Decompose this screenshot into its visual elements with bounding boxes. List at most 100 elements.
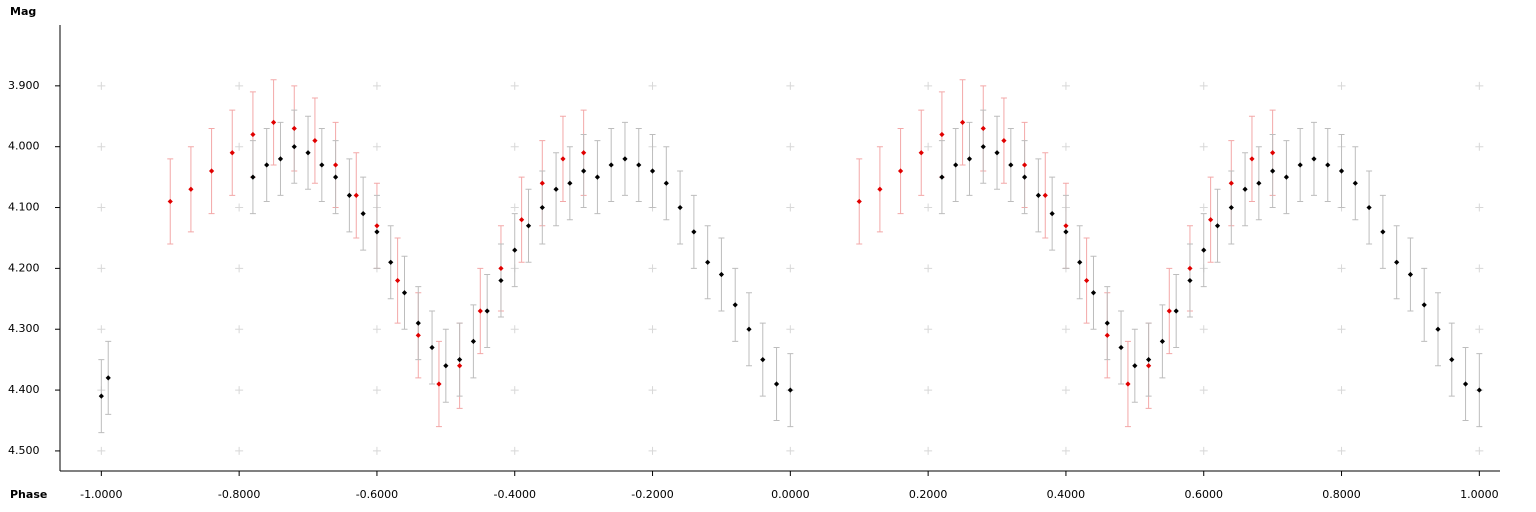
data-point [581,168,587,174]
grid-marker [372,386,381,395]
data-point [553,186,559,192]
data-point [567,180,573,186]
data-point [1249,156,1255,162]
y-tick-label: 4.500 [8,444,40,457]
data-point [395,277,401,284]
data-point [581,150,587,156]
data-point [443,363,449,369]
data-point [525,223,532,229]
data-point [608,162,614,168]
data-point [1421,302,1427,308]
y-tick-label: 4.000 [8,140,40,153]
data-point [1063,229,1069,235]
data-point [980,125,986,132]
grid-marker [1475,446,1484,455]
grid-marker [1061,386,1070,395]
data-point [429,344,435,351]
data-point [1449,357,1455,363]
data-point [415,332,421,338]
x-tick-label: 0.8000 [1322,488,1361,501]
y-tick-label: 4.300 [8,322,40,335]
data-point [208,168,215,174]
data-point [1118,344,1124,351]
y-tick-label: 3.900 [8,79,40,92]
data-point [1214,223,1221,229]
data-point [959,119,966,125]
data-point [388,259,394,265]
data-point [1283,174,1290,180]
grid-marker [510,325,519,334]
data-point [277,156,284,162]
grid-marker [1337,81,1346,90]
grid-marker [1475,264,1484,273]
grid-marker [786,203,795,212]
data-point [1063,223,1069,229]
grid-marker [372,325,381,334]
data-point [360,211,366,217]
grid-marker [510,386,519,395]
data-point [705,259,711,265]
x-tick-label: -0.2000 [631,488,673,501]
x-tick-label: 1.0000 [1460,488,1499,501]
grid-marker [372,81,381,90]
data-point [229,150,235,156]
grid-marker [235,446,244,455]
data-point [1366,204,1372,211]
grid-marker [924,142,933,151]
data-point [470,338,476,344]
data-point [1338,168,1345,174]
data-point [677,204,683,211]
data-point [1325,162,1331,168]
data-point [250,131,256,138]
data-point [1008,162,1014,168]
data-point [457,357,463,363]
data-point [691,229,697,235]
grid-marker [97,446,106,455]
x-tick-label: 0.4000 [1047,488,1086,501]
data-point [773,381,780,387]
grid-marker [1199,386,1208,395]
data-point [1256,180,1262,186]
grid-marker [924,325,933,334]
grid-marker [97,264,106,273]
grid-marker [648,264,657,273]
x-tick-label: -1.0000 [80,488,122,501]
data-point [1001,138,1007,144]
data-point [1173,308,1179,314]
data-point [1208,217,1214,223]
data-point [1146,357,1152,363]
data-point [539,204,545,211]
data-point [1084,277,1090,284]
data-point [105,375,111,381]
data-point [1380,229,1386,235]
data-point [918,150,924,156]
grid-marker [372,446,381,455]
data-point [1035,192,1041,198]
y-tick-label: 4.100 [8,201,40,214]
data-point [1270,168,1276,174]
grid-marker [786,446,795,455]
data-point [264,162,270,168]
data-point [980,144,986,150]
data-point [1297,162,1303,168]
data-point [270,119,277,125]
grid-marker [1061,81,1070,90]
grid-marker [1475,81,1484,90]
data-point [1242,186,1248,192]
data-point [457,363,463,369]
data-point [519,217,525,223]
data-point [622,156,628,162]
grid-marker [786,142,795,151]
data-point [1476,387,1482,393]
data-point [856,198,862,205]
grid-marker [1475,325,1484,334]
grid-marker [924,203,933,212]
data-point [994,150,1000,156]
data-point [1201,247,1207,253]
grid-marker [786,81,795,90]
grid-marker [97,81,106,90]
grid-marker [1199,142,1208,151]
y-tick-label: 4.400 [8,383,40,396]
data-point [746,326,752,332]
grid-marker [1337,325,1346,334]
